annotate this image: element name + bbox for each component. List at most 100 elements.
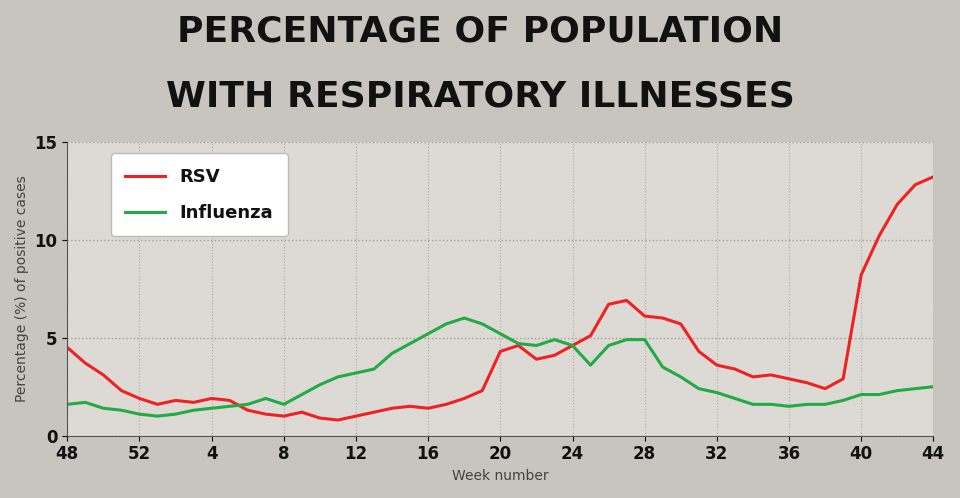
Influenza <box>459 315 470 321</box>
Influenza <box>549 337 561 343</box>
Text: WITH RESPIRATORY ILLNESSES: WITH RESPIRATORY ILLNESSES <box>165 80 795 114</box>
Influenza <box>494 331 506 337</box>
RSV <box>909 182 921 188</box>
Influenza <box>205 405 217 411</box>
RSV <box>802 380 813 386</box>
RSV <box>115 387 127 393</box>
RSV <box>874 233 885 239</box>
RSV <box>170 397 181 403</box>
Legend: RSV, Influenza: RSV, Influenza <box>111 153 288 237</box>
RSV <box>61 345 73 351</box>
RSV <box>621 297 633 303</box>
RSV <box>566 343 578 349</box>
Influenza <box>350 370 362 376</box>
Influenza <box>675 374 686 380</box>
RSV <box>927 174 939 180</box>
RSV <box>98 372 109 378</box>
RSV <box>837 376 849 382</box>
RSV <box>188 399 200 405</box>
Influenza <box>242 401 253 407</box>
Influenza <box>296 391 307 397</box>
RSV <box>476 387 488 393</box>
RSV <box>783 376 795 382</box>
Influenza <box>531 343 542 349</box>
Influenza <box>730 395 741 401</box>
RSV <box>657 315 668 321</box>
Influenza <box>314 382 325 388</box>
RSV <box>404 403 416 409</box>
Influenza <box>566 343 578 349</box>
Influenza <box>170 411 181 417</box>
Influenza <box>404 341 416 347</box>
Influenza <box>874 391 885 397</box>
Influenza <box>422 331 434 337</box>
Influenza <box>115 407 127 413</box>
Influenza <box>152 413 163 419</box>
RSV <box>152 401 163 407</box>
RSV <box>531 356 542 362</box>
Influenza <box>603 343 614 349</box>
Influenza <box>693 385 705 391</box>
RSV <box>549 352 561 358</box>
Influenza <box>819 401 830 407</box>
Influenza <box>711 389 723 395</box>
Influenza <box>441 321 452 327</box>
Influenza <box>783 403 795 409</box>
RSV <box>386 405 397 411</box>
RSV <box>296 409 307 415</box>
Influenza <box>80 399 91 405</box>
Influenza <box>909 385 921 391</box>
Influenza <box>585 362 596 368</box>
RSV <box>603 301 614 307</box>
Line: RSV: RSV <box>67 177 933 420</box>
Y-axis label: Percentage (%) of positive cases: Percentage (%) of positive cases <box>15 175 29 402</box>
RSV <box>133 395 145 401</box>
Influenza <box>188 407 200 413</box>
RSV <box>242 407 253 413</box>
RSV <box>278 413 290 419</box>
RSV <box>730 366 741 372</box>
RSV <box>441 401 452 407</box>
Influenza <box>837 397 849 403</box>
RSV <box>585 333 596 339</box>
RSV <box>350 413 362 419</box>
X-axis label: Week number: Week number <box>452 469 548 483</box>
RSV <box>819 385 830 391</box>
Influenza <box>802 401 813 407</box>
Influenza <box>747 401 758 407</box>
Influenza <box>639 337 651 343</box>
RSV <box>765 372 777 378</box>
RSV <box>369 409 380 415</box>
Influenza <box>892 387 903 393</box>
RSV <box>747 374 758 380</box>
Line: Influenza: Influenza <box>67 318 933 416</box>
RSV <box>205 395 217 401</box>
Influenza <box>476 321 488 327</box>
Influenza <box>657 364 668 370</box>
Influenza <box>98 405 109 411</box>
RSV <box>332 417 344 423</box>
RSV <box>513 343 524 349</box>
RSV <box>459 395 470 401</box>
RSV <box>639 313 651 319</box>
Influenza <box>278 401 290 407</box>
RSV <box>693 349 705 355</box>
RSV <box>260 411 272 417</box>
Influenza <box>133 411 145 417</box>
Influenza <box>513 341 524 347</box>
RSV <box>314 415 325 421</box>
Influenza <box>369 366 380 372</box>
Influenza <box>332 374 344 380</box>
RSV <box>855 272 867 278</box>
RSV <box>80 360 91 366</box>
Influenza <box>927 383 939 389</box>
RSV <box>711 362 723 368</box>
RSV <box>494 349 506 355</box>
Influenza <box>621 337 633 343</box>
Text: PERCENTAGE OF POPULATION: PERCENTAGE OF POPULATION <box>177 15 783 49</box>
RSV <box>892 201 903 207</box>
Influenza <box>61 401 73 407</box>
RSV <box>224 397 235 403</box>
Influenza <box>260 395 272 401</box>
Influenza <box>224 403 235 409</box>
